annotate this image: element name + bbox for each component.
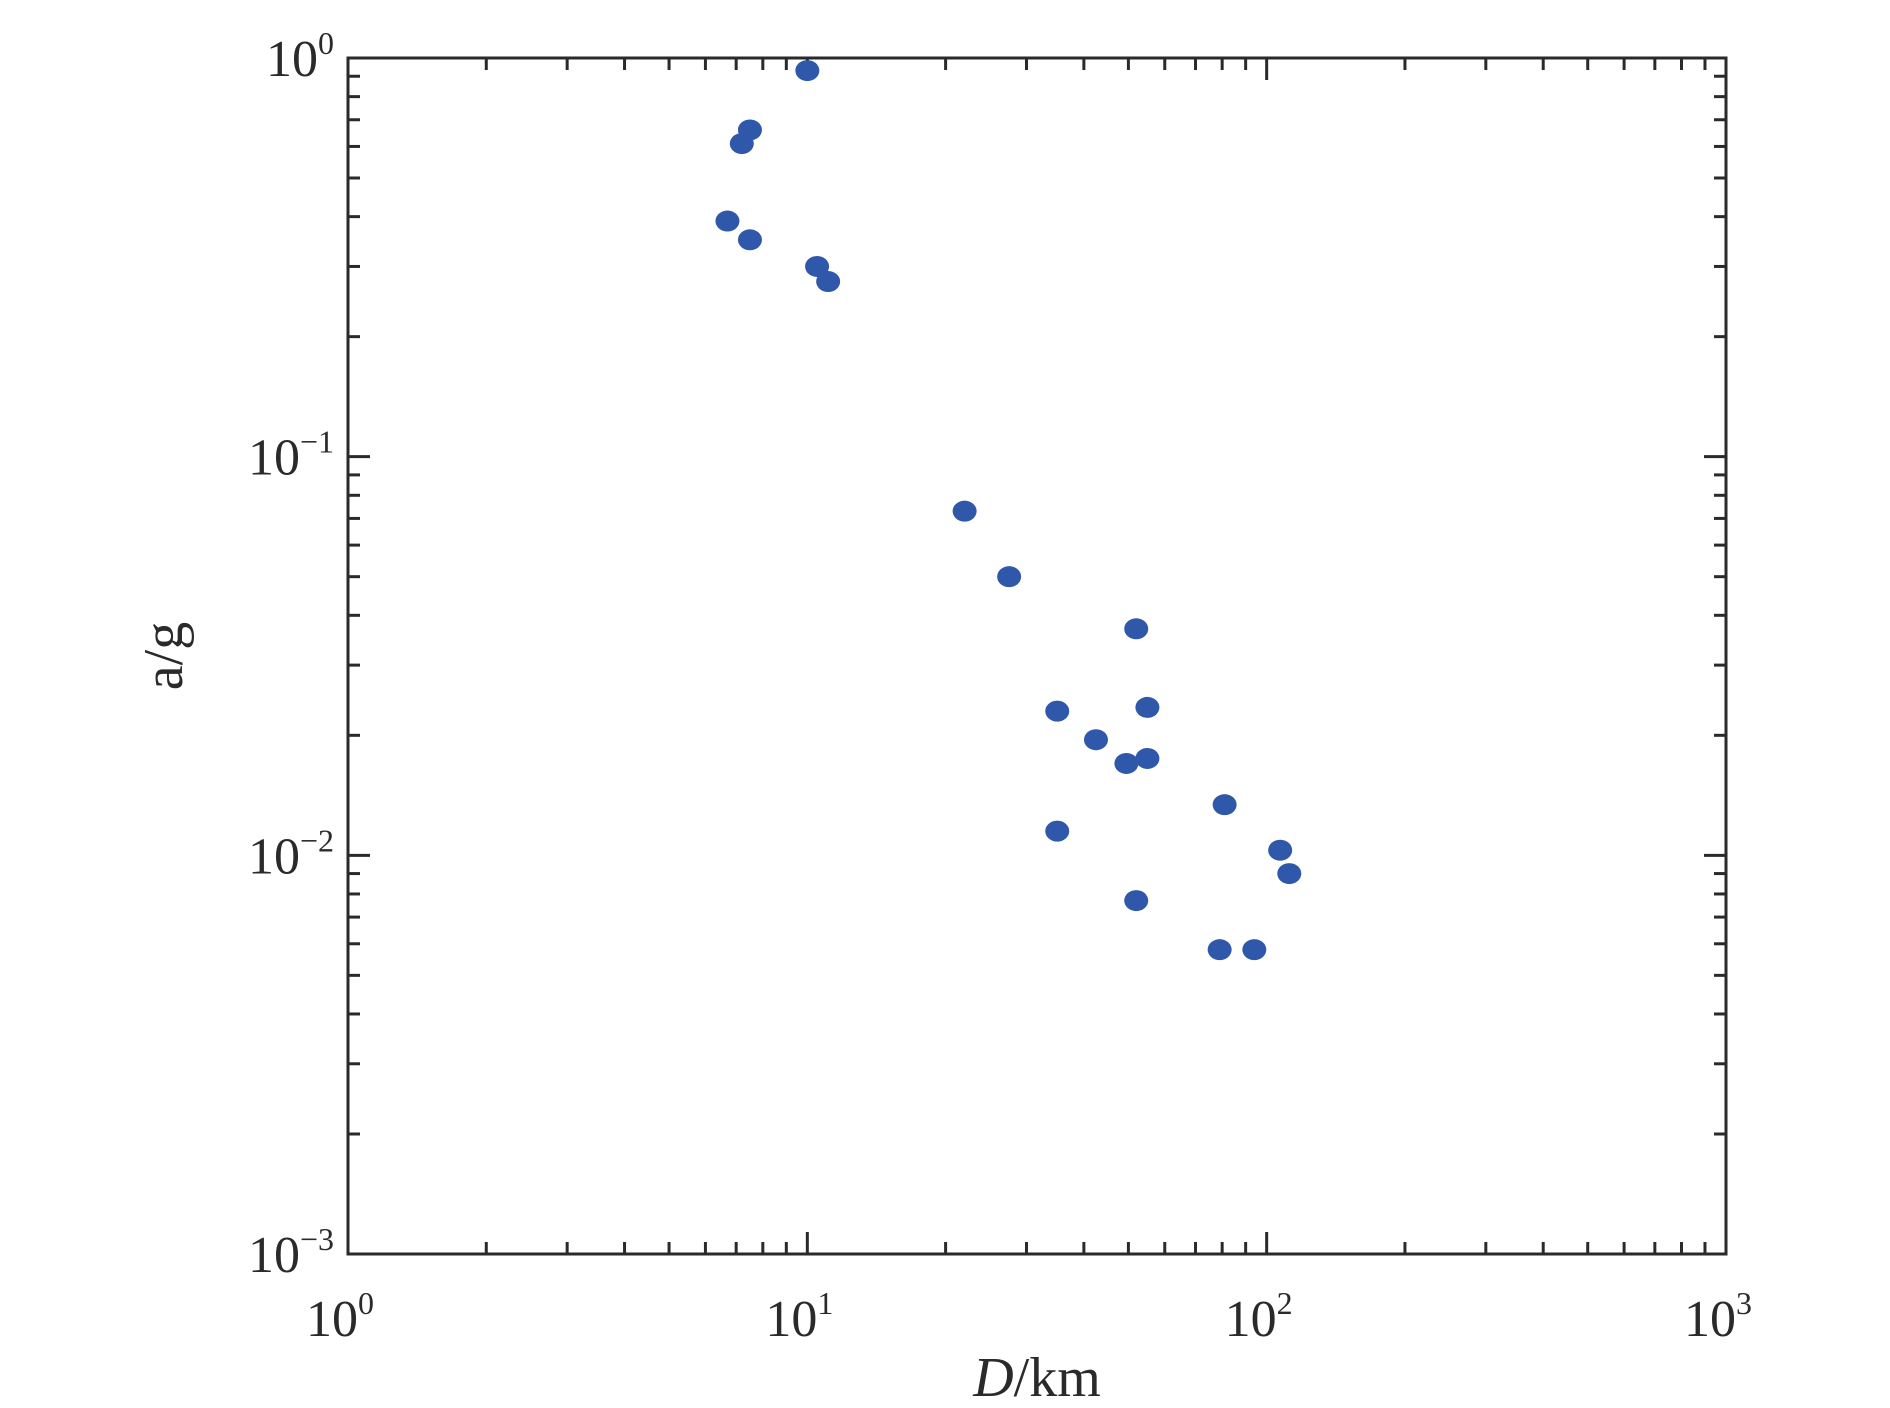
y-tick-label: 10−2 — [248, 822, 334, 885]
data-point — [805, 255, 830, 277]
x-tick-labels: 100 101 102 103 — [306, 1285, 1752, 1348]
x-axis-title: D/km — [972, 1347, 1101, 1408]
x-tick-label: 101 — [765, 1285, 833, 1348]
data-point — [1114, 752, 1139, 774]
data-point — [1268, 839, 1293, 861]
x-tick-label: 103 — [1684, 1285, 1752, 1348]
data-points — [715, 60, 1302, 961]
data-point — [1045, 700, 1070, 722]
major-ticks — [346, 56, 1728, 1256]
data-point — [1135, 747, 1160, 769]
data-point — [1135, 696, 1160, 718]
data-point — [816, 271, 841, 293]
data-point — [997, 566, 1022, 588]
minor-ticks — [348, 58, 1726, 1254]
data-point — [1045, 820, 1070, 842]
data-point — [795, 60, 820, 82]
y-tick-label: 10−3 — [248, 1221, 334, 1284]
x-tick-label: 100 — [306, 1285, 374, 1348]
y-tick-labels: 100 10−1 10−2 10−3 — [248, 25, 334, 1284]
y-tick-label: 100 — [266, 25, 334, 88]
x-tick-label: 102 — [1225, 1285, 1293, 1348]
data-point — [715, 210, 740, 232]
data-point — [1124, 618, 1149, 640]
data-point — [1124, 890, 1149, 912]
data-point — [1083, 729, 1108, 751]
data-point — [1212, 794, 1237, 816]
plot-area-frame — [346, 56, 1728, 1256]
y-axis-title: a/g — [133, 622, 195, 690]
data-point — [1277, 863, 1302, 885]
data-point — [1242, 939, 1267, 961]
y-tick-label: 10−1 — [248, 424, 334, 487]
data-point — [952, 500, 977, 522]
data-point — [729, 133, 754, 155]
data-point — [737, 229, 762, 251]
data-point — [1207, 939, 1232, 961]
